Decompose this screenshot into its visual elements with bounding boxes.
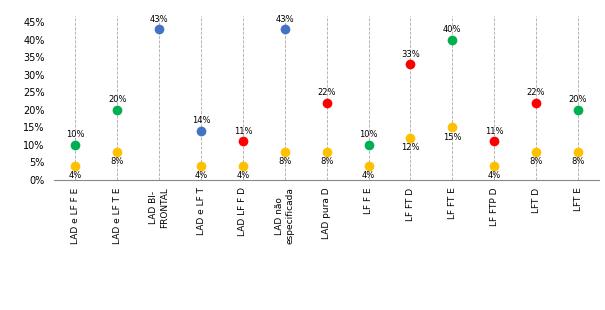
Text: 4%: 4%: [237, 171, 249, 180]
Text: 11%: 11%: [234, 127, 252, 136]
Text: 33%: 33%: [401, 50, 420, 59]
Text: 12%: 12%: [401, 144, 420, 153]
Text: 8%: 8%: [529, 157, 543, 166]
Text: 4%: 4%: [194, 171, 208, 180]
Text: 14%: 14%: [192, 116, 211, 125]
Text: 22%: 22%: [527, 88, 545, 97]
Text: 4%: 4%: [69, 171, 82, 180]
Text: 10%: 10%: [66, 130, 85, 139]
Text: 8%: 8%: [320, 157, 333, 166]
Text: 43%: 43%: [275, 15, 294, 24]
Text: 4%: 4%: [488, 171, 501, 180]
Text: 22%: 22%: [318, 88, 336, 97]
Text: 11%: 11%: [485, 127, 503, 136]
Text: 15%: 15%: [443, 133, 462, 142]
Text: 10%: 10%: [359, 130, 378, 139]
Text: 43%: 43%: [150, 15, 168, 24]
Text: 8%: 8%: [571, 157, 584, 166]
Text: 20%: 20%: [108, 95, 126, 104]
Text: 40%: 40%: [443, 25, 462, 34]
Text: 8%: 8%: [278, 157, 292, 166]
Text: 8%: 8%: [111, 157, 124, 166]
Text: 20%: 20%: [569, 95, 587, 104]
Text: 4%: 4%: [362, 171, 375, 180]
